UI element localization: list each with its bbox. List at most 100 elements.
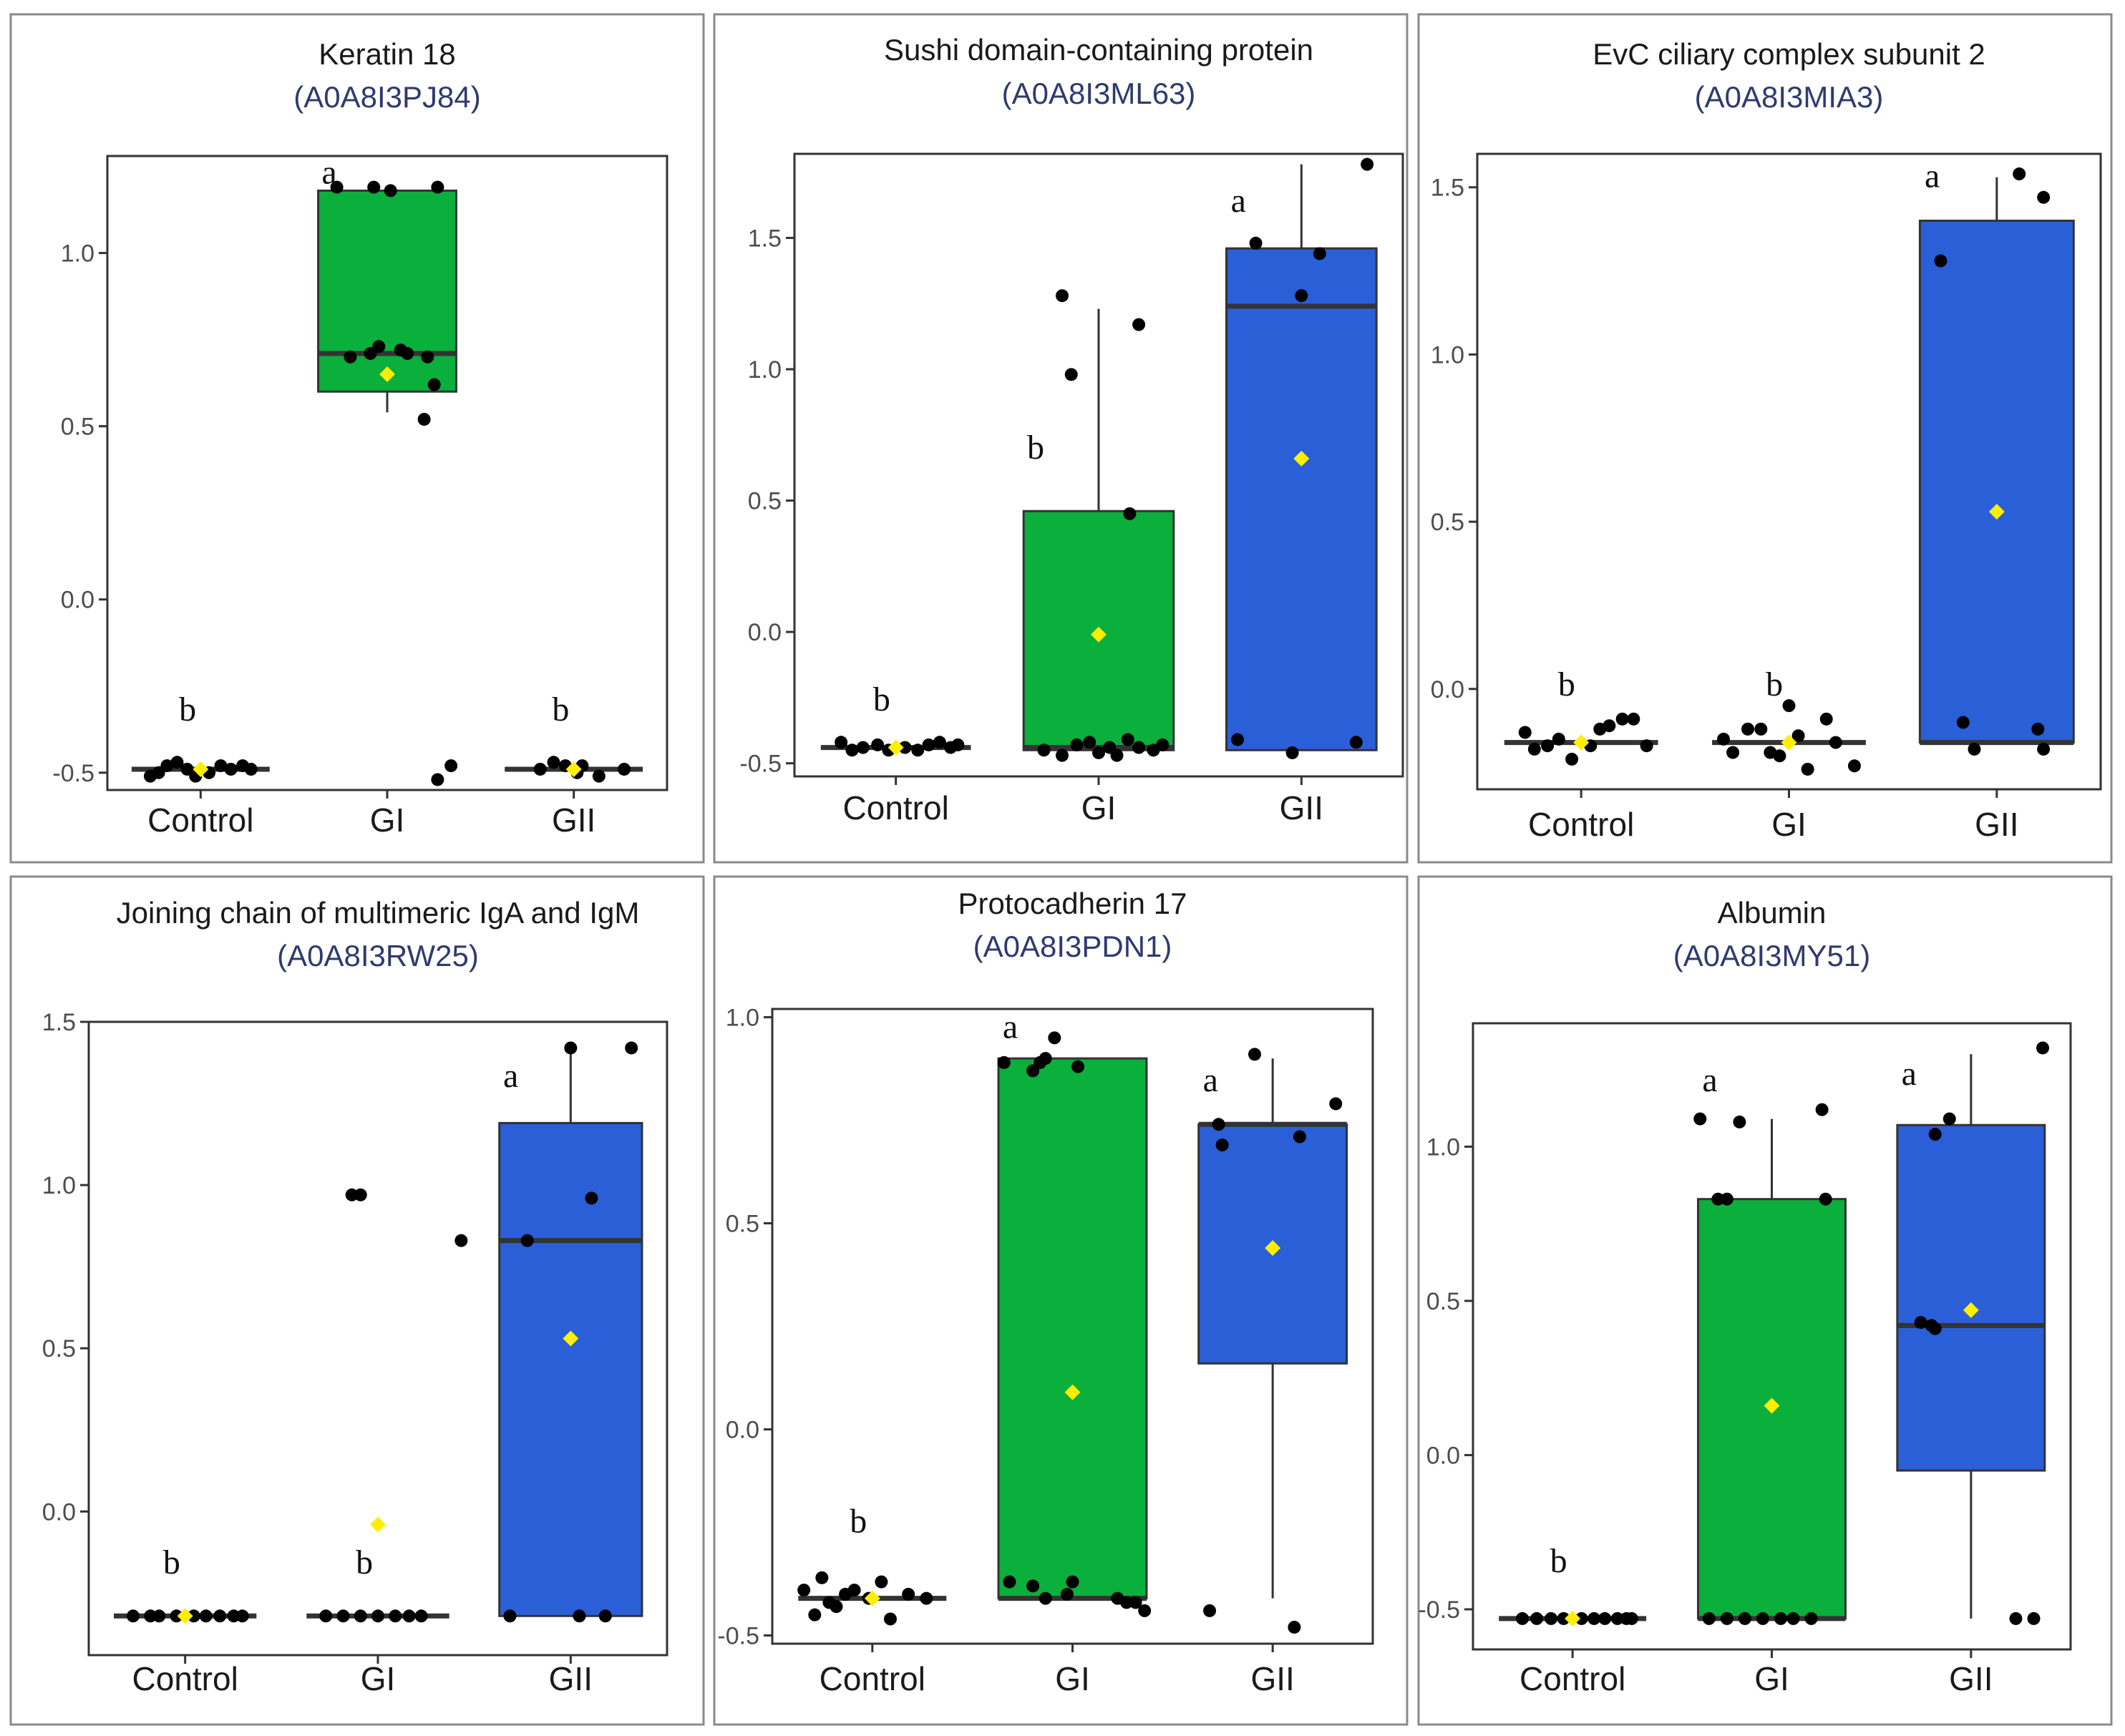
data-point [1733,1115,1746,1128]
mean-marker [888,739,904,756]
group-control: b [1499,1542,1647,1627]
data-point [911,743,925,757]
x-category-label: GII [552,801,595,839]
data-point [1804,1611,1818,1625]
data-point [213,1609,227,1623]
significance-letter: b [179,691,196,728]
data-point [1756,1611,1769,1625]
significance-letter: a [1925,157,1940,195]
data-point [835,736,848,749]
data-point [884,1612,898,1626]
mean-marker [1963,1302,1979,1318]
mean-marker [1064,1384,1081,1400]
data-point [573,1609,586,1623]
data-point [808,1608,822,1622]
data-point [847,1584,861,1597]
mean-marker [1091,626,1107,643]
box-iqr [317,189,457,393]
data-point [1847,759,1861,773]
significance-letter: a [1203,1061,1218,1099]
data-point [1121,733,1134,746]
y-tick-label: 0.0 [42,1498,76,1526]
significance-letter: b [356,1544,373,1581]
data-point [1110,748,1124,762]
y-tick-label: -0.5 [52,760,94,787]
data-point [1819,712,1833,726]
data-point [336,1609,350,1623]
data-point [1565,752,1579,766]
group-control: b [797,1502,947,1626]
significance-letter: a [1702,1061,1717,1099]
data-point [1928,1128,1942,1141]
data-point [1132,741,1146,754]
data-point [389,1609,402,1623]
mean-marker [177,1608,193,1624]
data-point [1123,507,1137,520]
data-point [1092,746,1105,759]
data-point [1203,1604,1217,1617]
significance-letter: a [503,1057,518,1095]
chart-subtitle: (A0A8I3MIA3) [1695,80,1884,114]
y-tick-label: 0.5 [1431,509,1464,536]
x-category-label: Control [1528,806,1634,843]
y-tick-label: 0.5 [1426,1288,1460,1315]
data-point [1060,1587,1074,1601]
data-point [797,1584,811,1597]
data-point [1070,738,1084,751]
chart-panel: Sushi domain-containing protein (A0A8I3ML… [713,13,1409,864]
group-gi: b [1712,665,1866,776]
data-point [1942,1112,1956,1126]
data-point [520,1234,534,1247]
data-point [1071,1060,1085,1073]
data-point [845,743,859,757]
significance-letter: b [1766,665,1783,703]
significance-letter: b [163,1544,180,1581]
data-point [384,184,397,198]
data-point [922,738,935,751]
data-point [1056,289,1069,303]
data-point [1530,1611,1544,1625]
data-point [1801,762,1814,776]
data-point [1726,746,1740,759]
mean-marker [1265,1240,1281,1257]
y-tick-label: 0.0 [748,619,782,646]
chart-panel: EvC ciliary complex subunit 2 (A0A8I3MIA3… [1417,13,2113,864]
data-point [1791,729,1805,743]
chart-subtitle: (A0A8I3MY51) [1673,939,1870,972]
data-point [244,762,258,776]
data-point [1720,1192,1733,1206]
data-point [815,1571,829,1584]
data-point [1361,157,1374,171]
data-point [1541,739,1555,753]
data-point [585,1191,598,1205]
significance-letter: b [850,1502,867,1540]
data-point [402,1609,416,1623]
x-category-label: GII [1250,1660,1294,1697]
chart-title: Protocadherin 17 [958,887,1187,920]
group-gii: a [498,1041,643,1623]
box-iqr [1896,1123,2046,1472]
data-point [1516,1611,1530,1625]
data-point [898,741,912,754]
data-point [533,762,547,776]
y-tick-label: 0.5 [61,414,94,441]
y-tick-label: 1.0 [61,240,94,268]
mean-marker [1573,734,1590,751]
data-point [830,1600,843,1614]
data-point [371,1609,384,1623]
x-category-label: Control [1519,1660,1625,1697]
data-point [933,736,946,749]
y-tick-label: 0.0 [1426,1442,1460,1469]
data-point [1615,712,1629,726]
data-point [170,756,184,769]
data-point [1627,712,1640,726]
data-point [199,1609,213,1623]
data-point [372,340,386,353]
y-tick-label: 0.0 [726,1416,759,1443]
chart-panel: Keratin 18 (A0A8I3PJ84) -0.5 0.0 0.5 1.0 Contr… [9,13,705,864]
mean-marker [370,1516,386,1533]
data-point [1288,1620,1301,1634]
data-point [1026,1579,1040,1593]
data-point [875,1575,888,1589]
data-point [126,1609,140,1623]
